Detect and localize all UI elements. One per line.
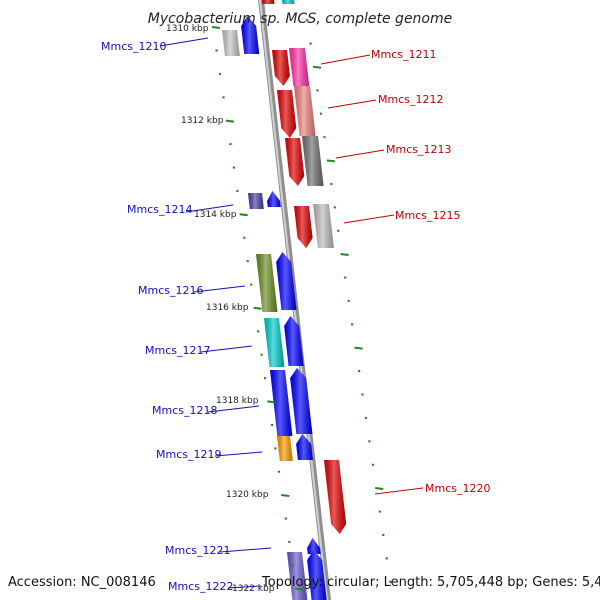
ruler-label-1314: 1314 kbp <box>194 210 237 220</box>
inner-tick <box>267 400 276 404</box>
gene-block-mmcs-1220-shade <box>324 460 347 534</box>
gene-block-red-4-shade <box>294 206 313 248</box>
gene-label-mmcs-1215[interactable]: Mmcs_1215 <box>395 209 460 222</box>
ruler-label-1312: 1312 kbp <box>181 116 224 126</box>
leader-line <box>320 54 371 65</box>
leader-line <box>207 405 260 413</box>
leader-line <box>193 285 246 293</box>
gene-block-blue-1221-shade <box>307 550 327 600</box>
ruler-label-1310: 1310 kbp <box>166 24 209 34</box>
leader-line <box>159 37 209 47</box>
gene-block-mmcs-1212-shade <box>294 86 316 136</box>
leader-line <box>200 345 253 353</box>
gene-block-mmcs-1221-shade <box>287 552 308 600</box>
gene-block-mmcs-1217-shade <box>264 318 285 367</box>
inner-tick <box>211 26 221 29</box>
ruler-label-1316: 1316 kbp <box>206 303 249 313</box>
gene-block-blue-1218-shade <box>290 368 313 434</box>
outer-tick <box>340 253 349 256</box>
ruler-label-1322: 1322 kbp <box>232 584 275 594</box>
outer-tick <box>375 487 384 490</box>
leader-line <box>185 204 234 213</box>
accession-text: Accession: NC_008146 <box>8 575 156 590</box>
gene-block-red-2-shade <box>277 90 297 138</box>
gene-label-mmcs-1220[interactable]: Mmcs_1220 <box>425 482 490 495</box>
leader-line <box>219 547 272 553</box>
gene-label-mmcs-1218[interactable]: Mmcs_1218 <box>152 404 217 417</box>
outer-tick <box>326 159 335 163</box>
gene-label-mmcs-1222[interactable]: Mmcs_1222 <box>168 580 233 593</box>
gene-label-mmcs-1217[interactable]: Mmcs_1217 <box>145 344 210 357</box>
leader-lines <box>159 37 424 589</box>
outer-tick <box>354 346 363 350</box>
gene-block-blue-1219-shade <box>296 434 313 460</box>
gene-label-mmcs-1212[interactable]: Mmcs_1212 <box>378 93 443 106</box>
gene-block-red-3-shade <box>285 138 305 186</box>
ruler-label-1320: 1320 kbp <box>226 490 269 500</box>
gene-block-mmcs-1210-shade <box>241 16 260 54</box>
gene-label-mmcs-1211[interactable]: Mmcs_1211 <box>371 48 436 61</box>
gene-labels: Mmcs_1210 Mmcs_1211 Mmcs_1212 Mmcs_1213 … <box>101 40 490 593</box>
gene-label-mmcs-1216[interactable]: Mmcs_1216 <box>138 284 203 297</box>
gene-block-mmcs-1216-shade <box>256 254 278 312</box>
tick-track <box>211 19 392 591</box>
gene-label-mmcs-1213[interactable]: Mmcs_1213 <box>386 143 451 156</box>
leader-line <box>327 99 377 109</box>
map-title: Mycobacterium sp. MCS, complete genome <box>148 11 453 27</box>
inner-tick <box>225 119 234 123</box>
ruler-label-1318: 1318 kbp <box>216 396 259 406</box>
gene-label-mmcs-1214[interactable]: Mmcs_1214 <box>127 203 192 216</box>
gene-label-mmcs-1221[interactable]: Mmcs_1221 <box>165 544 230 557</box>
gene-block-mmcs-1213-shade <box>302 136 324 186</box>
inner-tick <box>294 587 304 591</box>
leader-line <box>374 487 424 495</box>
gene-label-mmcs-1210[interactable]: Mmcs_1210 <box>101 40 166 53</box>
leader-line <box>343 214 395 224</box>
gene-block-small-blue-2-shade <box>307 538 321 554</box>
gene-block-blue-1217-shade <box>284 316 304 366</box>
inner-tick <box>253 306 262 310</box>
outer-tick <box>312 65 322 69</box>
gene-block-small-blue-shade <box>267 191 281 207</box>
gene-block-red-1-shade <box>272 50 290 86</box>
inner-tick <box>239 213 248 217</box>
ruler-labels: 1310 kbp 1312 kbp 1314 kbp 1316 kbp 1318… <box>166 24 275 594</box>
inner-tick <box>281 494 290 497</box>
gene-label-mmcs-1219[interactable]: Mmcs_1219 <box>156 448 221 461</box>
gene-block-mmcs-1210-gray-shade <box>222 30 240 56</box>
gene-block-mmcs-1211-shade <box>289 48 310 86</box>
gene-block-mmcs-1218-shade <box>270 370 293 436</box>
genome-summary-text: Topology: circular; Length: 5,705,448 bp… <box>261 575 600 590</box>
gene-block-top-red-shade <box>262 0 275 4</box>
gene-block-top-cyan-shade <box>282 0 295 4</box>
gene-block-mmcs-1214-shade <box>248 193 264 209</box>
feature-track <box>222 0 347 600</box>
leader-line <box>335 149 385 159</box>
gene-block-blue-1216-shade <box>276 252 297 310</box>
gene-block-mmcs-1215-shade <box>313 204 334 248</box>
gene-block-mmcs-1219-shade <box>277 436 293 461</box>
leader-line <box>227 585 262 589</box>
leader-line <box>214 451 263 457</box>
